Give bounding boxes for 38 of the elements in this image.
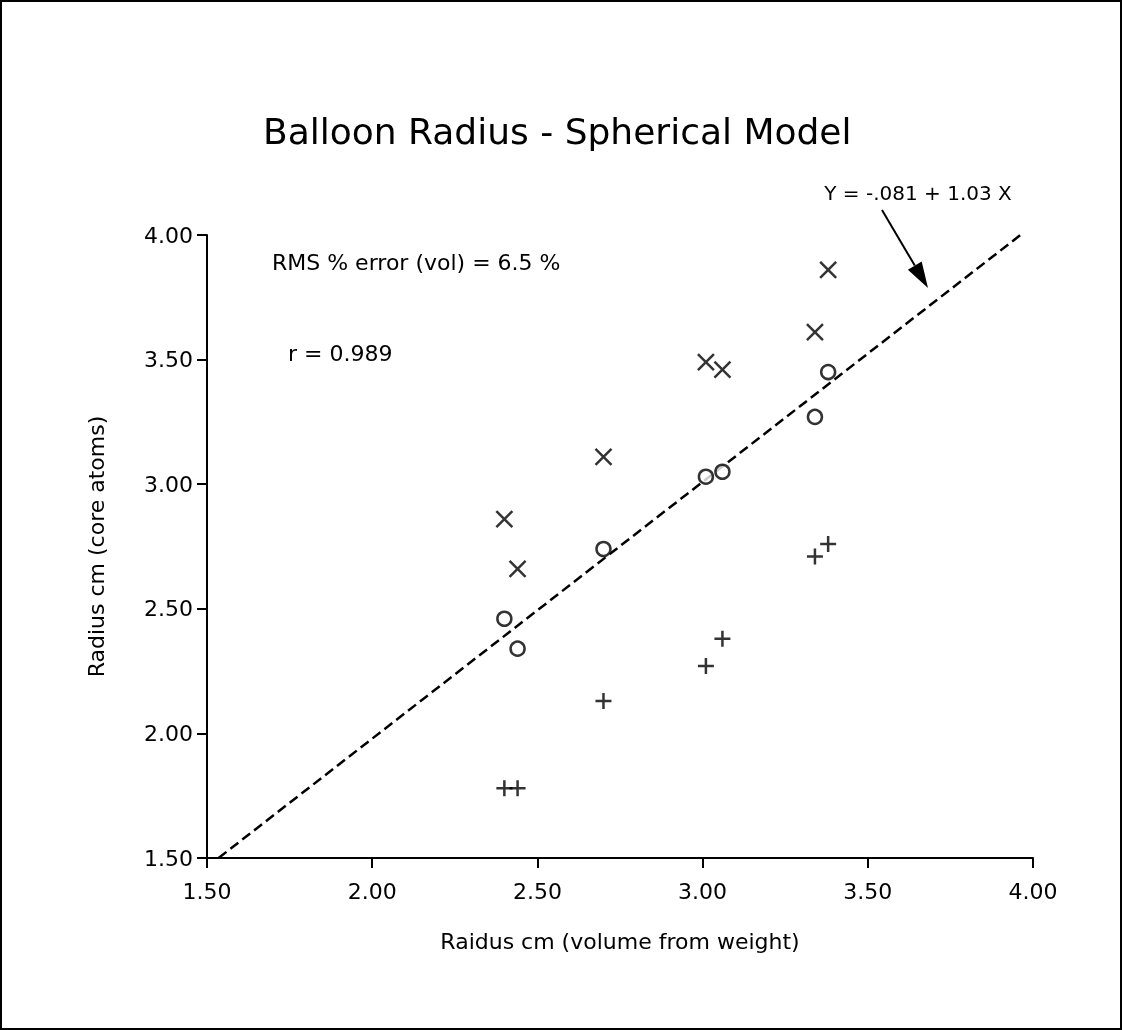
x-tick-label: 2.50 [512,878,562,904]
chart-title: Balloon Radius - Spherical Model [263,110,852,152]
annotation: r = 0.989 [288,340,393,366]
point [594,691,613,711]
point [805,322,825,342]
point [495,509,514,529]
x-tick-label: 3.50 [843,878,893,904]
x-axis-title: Raidus cm (volume from weight) [440,928,800,954]
point [714,463,731,480]
point [508,778,527,798]
point [697,468,715,485]
y-tick-label: 2.50 [144,596,193,622]
y-axis-title: Radius cm (core atoms) [83,415,109,678]
x-tick-label: 3.00 [678,878,728,904]
point [819,363,837,381]
point [594,447,613,467]
x-tick-label: 1.50 [182,878,232,904]
point [595,540,612,558]
y-tick-label: 4.00 [144,222,193,248]
point [508,559,527,579]
point [806,408,824,426]
y-tick-label: 3.00 [144,471,193,497]
point [818,260,838,280]
point [509,640,526,657]
y-tick-label: 1.50 [144,845,193,871]
point [696,352,716,372]
point [496,610,513,628]
x-tick-label: 4.00 [1008,878,1058,904]
point [818,534,838,554]
y-tick-label: 3.50 [144,347,193,373]
text: Y = -.081 + 1.03 X [823,181,1013,205]
y-tick-label: 2.00 [144,720,193,746]
x-tick-label: 2.00 [347,878,397,904]
point [713,629,732,648]
point [805,547,825,566]
point [696,656,716,676]
annotation: RMS % error (vol) = 6.5 % [272,249,561,275]
point [713,360,732,379]
